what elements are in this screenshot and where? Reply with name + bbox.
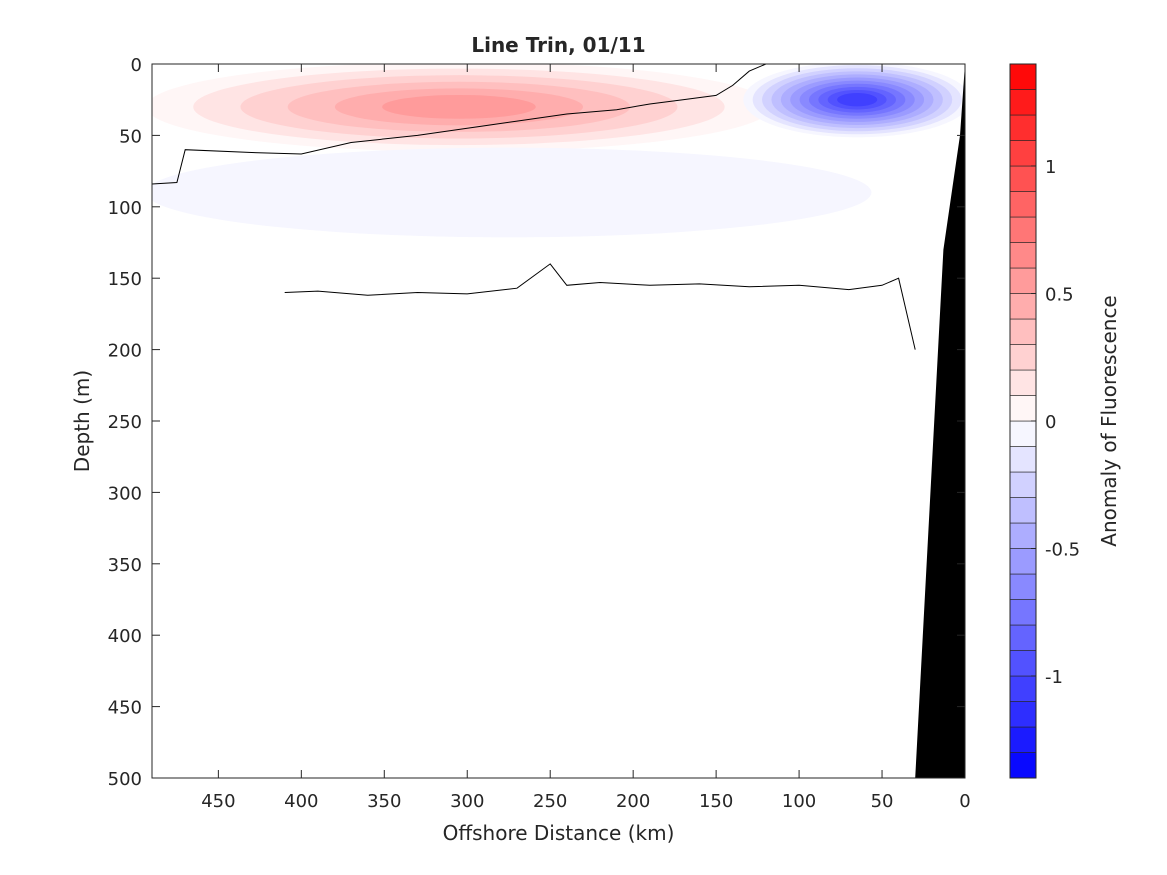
colorbar-swatch (1009, 267, 1037, 294)
x-tick-label: 0 (959, 791, 970, 812)
x-tick-label: 350 (367, 791, 401, 812)
anomaly-band-1-10 (837, 93, 878, 107)
colorbar-swatch (1009, 650, 1037, 677)
colorbar-swatch (1009, 242, 1037, 269)
colorbar-swatch (1009, 293, 1037, 320)
colorbar-swatch (1009, 216, 1037, 243)
colorbar-swatch (1009, 420, 1037, 447)
colorbar-swatch (1009, 522, 1037, 549)
colorbar-swatch (1009, 599, 1037, 626)
colorbar-swatch (1009, 548, 1037, 575)
y-tick-label: 100 (108, 198, 142, 219)
axes: 450 400 350 300 250 200 150 100 50 00501001502002… (108, 55, 971, 812)
colorbar-swatch (1009, 344, 1037, 371)
colorbar-swatch (1009, 726, 1037, 753)
colorbar-swatch (1009, 165, 1037, 192)
x-tick-label: 50 (871, 791, 894, 812)
colorbar: 1 0.5 0 -0.5 -1 (1009, 63, 1080, 779)
zero-contour-1 (284, 263, 916, 350)
colorbar-tick-label: -1 (1045, 667, 1063, 688)
anomaly-field (152, 64, 965, 778)
colorbar-tick-label: 0.5 (1045, 285, 1074, 306)
anomaly-band-0-5 (382, 94, 536, 119)
colorbar-swatch (1009, 140, 1037, 167)
x-tick-label: 200 (616, 791, 650, 812)
colorbar-swatch (1009, 471, 1037, 498)
colorbar-swatch (1009, 395, 1037, 422)
colorbar-tick-label: 0 (1045, 412, 1056, 433)
colorbar-swatch (1009, 752, 1037, 779)
colorbar-swatch (1009, 701, 1037, 728)
y-tick-label: 300 (108, 483, 142, 504)
colorbar-swatch (1009, 369, 1037, 396)
anomaly-band-2-0 (152, 147, 872, 238)
x-tick-label: 250 (533, 791, 567, 812)
colorbar-swatch (1009, 573, 1037, 600)
x-tick-label: 100 (782, 791, 816, 812)
x-tick-label: 400 (284, 791, 318, 812)
colorbar-label: Anomaly of Fluorescence (1097, 295, 1121, 546)
y-axis-label: Depth (m) (70, 370, 94, 472)
colorbar-swatch (1009, 497, 1037, 524)
zero-contour-lines (152, 64, 916, 350)
x-tick-label: 300 (450, 791, 484, 812)
colorbar-swatch (1009, 446, 1037, 473)
colorbar-swatch (1009, 89, 1037, 116)
y-tick-label: 500 (108, 769, 142, 790)
colorbar-tick-label: 1 (1045, 157, 1056, 178)
y-tick-label: 400 (108, 626, 142, 647)
x-axis-label: Offshore Distance (km) (443, 821, 675, 845)
y-tick-label: 0 (131, 55, 142, 76)
colorbar-tick-label: -0.5 (1045, 540, 1080, 561)
y-tick-label: 150 (108, 269, 142, 290)
colorbar-swatch (1009, 63, 1037, 90)
x-tick-label: 150 (699, 791, 733, 812)
y-tick-label: 50 (119, 126, 142, 147)
chart-title: Line Trin, 01/11 (471, 33, 645, 57)
zero-contour-0 (152, 64, 767, 185)
y-tick-label: 200 (108, 341, 142, 362)
colorbar-swatch (1009, 675, 1037, 702)
bathymetry-slope (915, 64, 965, 778)
y-tick-label: 350 (108, 555, 142, 576)
y-tick-label: 450 (108, 698, 142, 719)
colorbar-swatch (1009, 318, 1037, 345)
colorbar-swatch (1009, 114, 1037, 141)
x-tick-label: 450 (201, 791, 235, 812)
y-tick-label: 250 (108, 412, 142, 433)
colorbar-swatch (1009, 191, 1037, 218)
colorbar-swatch (1009, 624, 1037, 651)
